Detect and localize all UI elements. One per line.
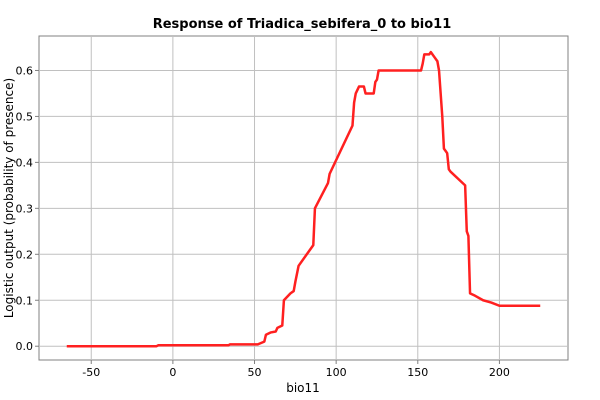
y-axis-ticks: 0.0 0.1 0.2 0.3 0.4 0.5 0.6 [16,64,39,353]
x-tick-label: -50 [82,366,100,379]
y-tick-label: 0.4 [16,156,34,169]
grid [39,36,568,360]
x-axis-label: bio11 [286,381,320,395]
x-axis-ticks: -50 0 50 100 150 200 [82,360,510,379]
x-tick-label: 100 [326,366,347,379]
y-tick-label: 0.0 [16,340,34,353]
y-tick-label: 0.5 [16,110,34,123]
y-tick-label: 0.2 [16,248,34,261]
y-tick-label: 0.6 [16,64,34,77]
plot-area [38,35,569,361]
x-tick-label: 50 [248,366,262,379]
y-tick-label: 0.3 [16,202,34,215]
y-tick-label: 0.1 [16,294,34,307]
chart-title: Response of Triadica_sebifera_0 to bio11 [153,17,452,32]
response-curve-layer [66,50,541,348]
x-tick-label: 0 [169,366,176,379]
x-tick-label: 150 [407,366,428,379]
y-axis-label: Logistic output (probability of presence… [2,78,16,318]
x-tick-label: 200 [489,366,510,379]
response-curve [66,50,541,348]
